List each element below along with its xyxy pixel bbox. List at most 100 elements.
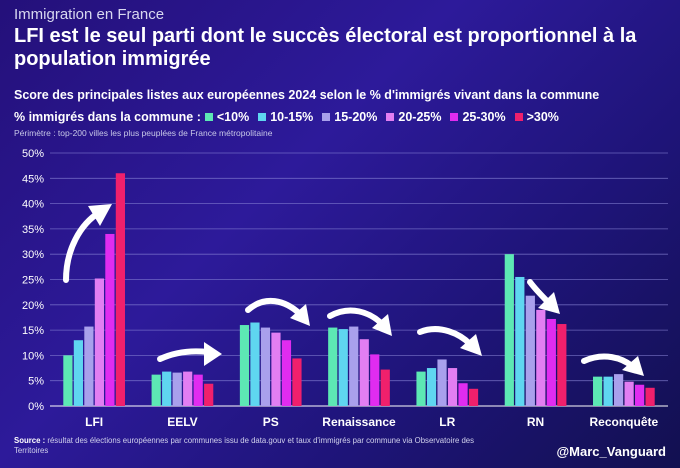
bar <box>151 374 161 406</box>
arrow-shaft <box>245 297 303 317</box>
bar <box>380 369 390 406</box>
arrow-down-right-icon <box>417 326 482 356</box>
bar <box>84 326 94 406</box>
y-tick-label: 50% <box>22 148 44 160</box>
bar <box>63 355 73 406</box>
legend-item: 15-20% <box>322 110 377 124</box>
x-category-label: Reconquête <box>590 415 659 429</box>
legend-title: % immigrés dans la commune : <box>14 110 201 124</box>
legend-item: 10-15% <box>258 110 313 124</box>
bar <box>328 327 338 406</box>
bar <box>536 309 546 406</box>
bar <box>292 358 302 406</box>
legend-swatch <box>322 113 331 121</box>
bar <box>271 332 281 406</box>
y-tick-label: 15% <box>22 325 44 337</box>
arrow-shaft <box>63 209 103 283</box>
x-category-label: PS <box>263 415 279 429</box>
bar <box>349 326 359 406</box>
y-tick-label: 30% <box>22 249 44 261</box>
legend-swatch <box>514 113 523 121</box>
bar <box>193 374 203 406</box>
bar <box>281 340 292 406</box>
legend-swatch <box>204 113 213 121</box>
legend-swatch <box>386 113 395 121</box>
y-tick-label: 0% <box>28 401 44 413</box>
arrow-head <box>538 292 560 314</box>
bar <box>557 324 567 406</box>
arrow-head <box>88 204 112 226</box>
arrow-down-right-icon <box>245 297 310 326</box>
bar <box>172 372 182 406</box>
bar <box>426 368 437 406</box>
legend-item: 25-30% <box>450 110 506 124</box>
arrow-shaft <box>417 326 473 347</box>
y-tick-label: 5% <box>28 376 44 388</box>
bar <box>94 278 104 406</box>
x-category-label: RN <box>527 415 544 429</box>
bar <box>624 381 634 406</box>
bar <box>204 383 214 406</box>
source-text: résultat des élections européennes par c… <box>14 436 475 455</box>
bar <box>603 376 613 406</box>
source-label: Source : <box>14 436 46 445</box>
author-handle: @Marc_Vanguard <box>556 444 667 459</box>
bar <box>260 327 271 406</box>
kicker: Immigration en France <box>14 6 165 23</box>
arrow-head <box>372 314 392 336</box>
legend-label: 20-25% <box>398 110 442 124</box>
scope-note: Périmètre : top-200 villes les plus peup… <box>14 128 273 138</box>
bar <box>546 318 556 406</box>
bar <box>416 371 426 406</box>
legend-label: 10-15% <box>270 110 314 124</box>
arrow-right-icon <box>157 342 222 366</box>
legend-item: 20-25% <box>386 110 441 124</box>
chart-subtitle: Score des principales listes aux europée… <box>14 88 600 102</box>
x-category-label: LR <box>439 415 455 429</box>
legend-item: <10% <box>204 110 250 124</box>
arrow-up-icon <box>63 204 112 283</box>
arrow-shaft <box>581 353 635 369</box>
arrow-shaft <box>157 348 211 362</box>
bar <box>635 384 645 406</box>
bar <box>338 329 348 406</box>
legend-item: >30% <box>514 110 559 124</box>
bar <box>105 233 115 406</box>
y-tick-label: 40% <box>22 199 44 211</box>
bar <box>115 173 125 406</box>
legend-label: <10% <box>216 110 250 124</box>
arrow-down-right-icon <box>581 353 644 376</box>
bar <box>370 354 380 406</box>
bar <box>525 295 535 406</box>
bar <box>437 359 447 406</box>
legend-label: 25-30% <box>462 110 506 124</box>
bar <box>239 325 250 406</box>
x-category-label: Renaissance <box>322 415 396 429</box>
arrow-head <box>290 304 310 326</box>
bar <box>183 371 193 406</box>
bar <box>73 340 83 406</box>
bar <box>250 322 260 406</box>
page-title: LFI est le seul parti dont le succès éle… <box>14 25 637 70</box>
bar <box>447 368 458 406</box>
arrow-head <box>622 356 644 376</box>
x-category-label: LFI <box>85 415 103 429</box>
legend-swatch <box>450 113 459 121</box>
legend: % immigrés dans la commune : <10% 10-15%… <box>14 109 568 125</box>
bar <box>458 383 468 406</box>
y-tick-label: 10% <box>22 350 44 362</box>
arrow-down-right-icon <box>327 307 392 336</box>
bar <box>645 387 655 406</box>
y-tick-label: 35% <box>22 224 44 236</box>
bar <box>162 371 172 406</box>
x-category-label: EELV <box>167 415 197 429</box>
legend-label: >30% <box>526 110 559 124</box>
y-tick-label: 45% <box>22 173 44 185</box>
bar <box>515 276 525 406</box>
bar <box>593 376 603 406</box>
bar <box>359 339 369 406</box>
legend-label: 15-20% <box>334 110 378 124</box>
legend-swatch <box>258 113 267 121</box>
bar <box>504 254 514 406</box>
